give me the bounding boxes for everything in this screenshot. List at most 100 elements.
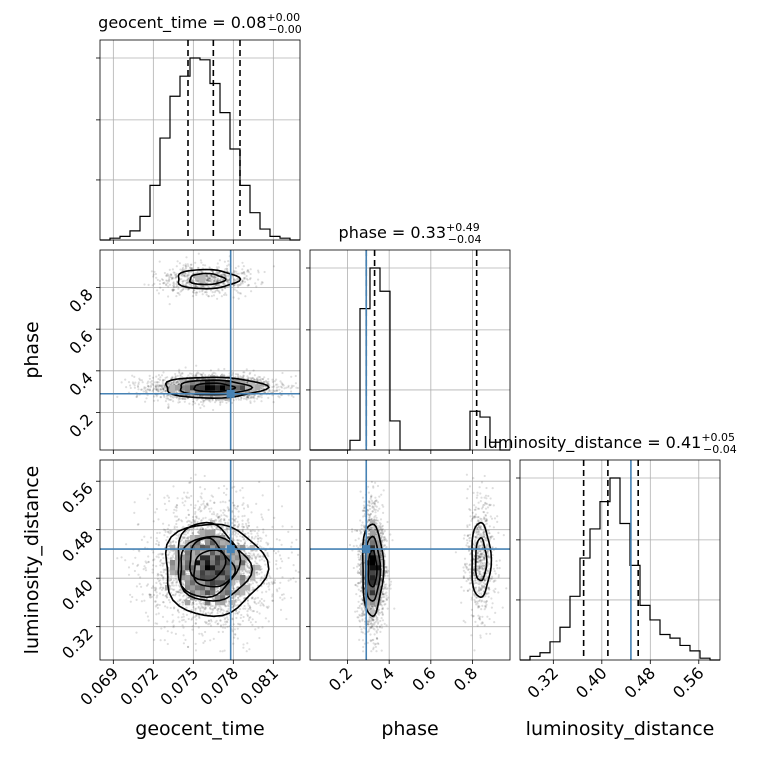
scatter-point <box>124 378 127 381</box>
scatter-point <box>199 373 202 376</box>
scatter-point <box>179 374 182 377</box>
scatter-point <box>271 582 274 586</box>
scatter-point <box>146 388 150 391</box>
scatter-point <box>199 406 202 409</box>
scatter-point <box>238 623 241 626</box>
scatter-point <box>249 552 252 555</box>
scatter-point <box>233 636 236 639</box>
density-cell <box>190 385 196 391</box>
scatter-point <box>261 281 264 284</box>
scatter-point <box>236 604 239 607</box>
scatter-point <box>187 288 190 291</box>
scatter-point <box>263 270 266 274</box>
scatter-point <box>271 380 274 383</box>
scatter-point <box>183 274 186 277</box>
scatter-point <box>173 285 176 288</box>
scatter-point <box>297 571 300 574</box>
scatter-point <box>184 272 187 275</box>
scatter-point <box>194 510 197 514</box>
scatter-point <box>186 596 189 599</box>
scatter-point <box>269 389 272 393</box>
scatter-point <box>237 510 240 513</box>
scatter-point <box>166 394 170 397</box>
scatter-point <box>195 374 198 377</box>
scatter-point <box>164 528 167 532</box>
scatter-point <box>275 563 278 566</box>
contour-1-1 <box>177 268 242 290</box>
scatter-point <box>178 262 181 265</box>
scatter-point <box>136 564 139 568</box>
scatter-point <box>290 384 293 387</box>
scatter-point <box>234 266 237 270</box>
scatter-point <box>155 375 158 378</box>
scatter-point <box>180 372 184 375</box>
scatter-point <box>205 276 209 279</box>
scatter-point <box>148 388 152 391</box>
scatter-point <box>156 380 159 384</box>
scatter-point <box>226 609 229 613</box>
scatter-point <box>218 291 221 294</box>
scatter-point <box>263 391 266 394</box>
scatter-point <box>260 597 263 601</box>
scatter-point <box>242 643 245 646</box>
scatter-point <box>201 285 204 288</box>
scatter-point <box>257 553 260 556</box>
scatter-point <box>172 380 176 383</box>
scatter-point <box>265 379 268 382</box>
scatter-point <box>197 403 200 406</box>
density-cell <box>220 390 226 396</box>
scatter-point <box>207 286 210 289</box>
scatter-point <box>166 494 169 497</box>
scatter-point <box>192 400 195 403</box>
scatter-point <box>207 295 210 298</box>
scatter-point <box>159 388 162 391</box>
scatter-point <box>192 288 196 291</box>
scatter-point <box>157 377 160 381</box>
scatter-point <box>271 378 274 381</box>
scatter-point <box>209 279 212 283</box>
scatter-point <box>152 273 155 276</box>
scatter-point <box>203 291 206 294</box>
scatter-point <box>195 399 198 402</box>
scatter-point <box>170 557 173 560</box>
scatter-point <box>235 398 238 401</box>
scatter-point <box>175 381 178 385</box>
scatter-point <box>198 281 201 284</box>
scatter-point <box>206 526 209 529</box>
scatter-point <box>281 383 284 386</box>
scatter-point <box>213 279 216 283</box>
scatter-point <box>215 278 218 281</box>
contour-1-0 <box>188 272 227 286</box>
density-cell <box>220 380 226 386</box>
scatter-point <box>214 401 217 404</box>
scatter-point <box>160 385 163 388</box>
scatter-point <box>237 265 240 268</box>
scatter-point <box>156 289 159 292</box>
scatter-point <box>226 521 229 524</box>
scatter-point <box>252 369 255 372</box>
scatter-point <box>187 645 190 649</box>
scatter-point <box>149 593 152 597</box>
scatter-point <box>187 596 190 600</box>
scatter-point <box>240 396 243 399</box>
scatter-point <box>245 396 248 399</box>
scatter-point <box>142 390 145 393</box>
scatter-point <box>189 481 192 484</box>
scatter-point <box>185 266 188 269</box>
scatter-point <box>202 399 205 402</box>
scatter-point <box>249 277 252 280</box>
scatter-point <box>154 272 157 276</box>
scatter-point <box>202 263 205 267</box>
scatter-point <box>211 372 214 375</box>
scatter-point <box>279 581 282 584</box>
scatter-point <box>165 274 168 277</box>
scatter-point <box>280 386 284 389</box>
scatter-point <box>202 284 205 287</box>
scatter-point <box>266 543 269 546</box>
scatter-point <box>251 582 254 585</box>
scatter-point <box>181 397 184 400</box>
scatter-point <box>240 396 243 400</box>
scatter-point <box>203 405 206 408</box>
scatter-point <box>182 525 185 528</box>
scatter-point <box>242 371 245 374</box>
